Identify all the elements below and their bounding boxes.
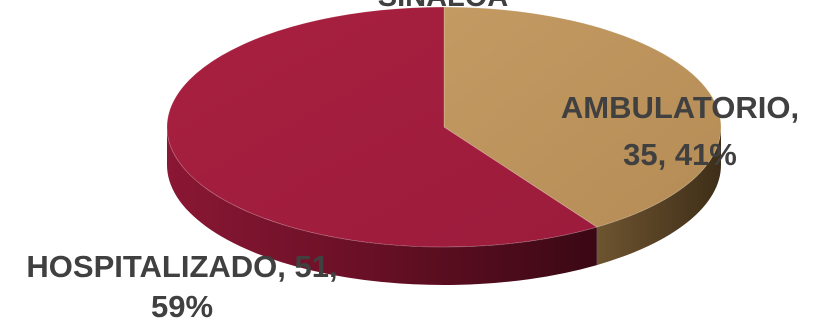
- pie-slice-side-ambulatorio: [596, 127, 721, 266]
- data-label-ambulatorio-line-2: 35, 41%: [623, 137, 737, 172]
- data-label-hospitalizado-line-2: 59%: [151, 289, 213, 322]
- chart-title: SINALOA: [378, 0, 509, 13]
- pie-data-labels: AMBULATORIO, 35, 41% HOSPITALIZADO, 51, 59%: [26, 90, 799, 324]
- data-label-hospitalizado-line-1: HOSPITALIZADO, 51,: [26, 249, 337, 284]
- pie-slices: [166, 6, 722, 286]
- pie-slice-side-hospitalizado: [167, 127, 597, 286]
- pie-slice-hospitalizado: [166, 6, 598, 248]
- pie-slice-ambulatorio: [443, 6, 722, 228]
- data-label-ambulatorio-line-1: AMBULATORIO,: [561, 90, 799, 125]
